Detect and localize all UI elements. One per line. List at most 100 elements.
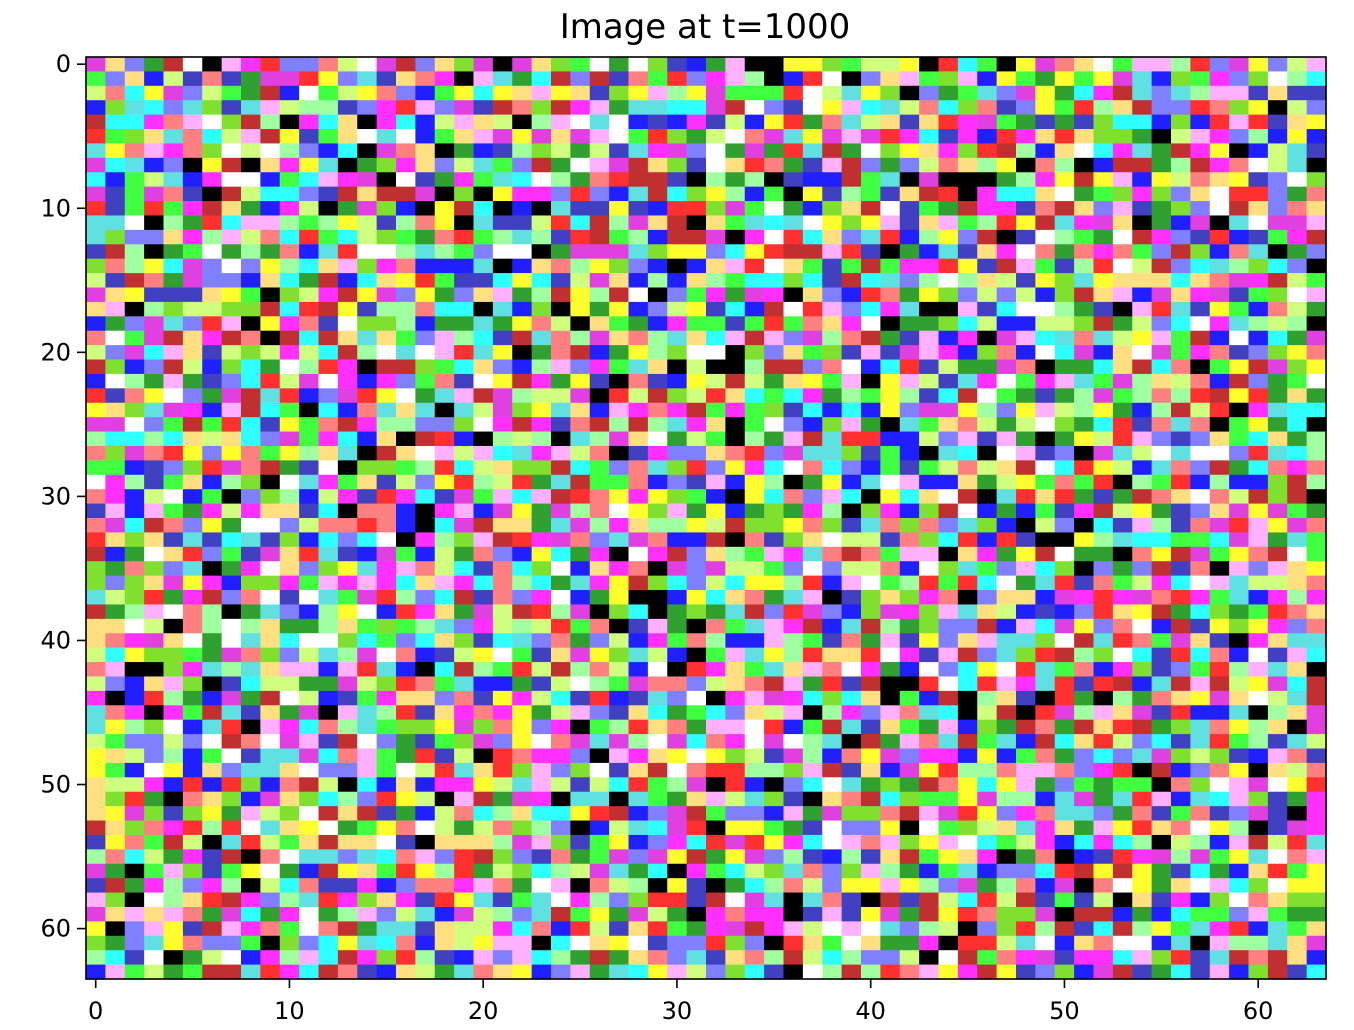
image-pixel: [570, 431, 591, 447]
image-pixel: [822, 662, 843, 678]
image-pixel: [434, 935, 455, 951]
image-pixel: [337, 834, 358, 850]
image-pixel: [1248, 820, 1269, 836]
image-pixel: [628, 662, 649, 678]
image-pixel: [163, 359, 184, 375]
image-pixel: [473, 373, 494, 389]
image-pixel: [1093, 402, 1114, 418]
image-pixel: [221, 690, 242, 706]
image-pixel: [919, 143, 940, 159]
image-pixel: [589, 546, 610, 562]
image-pixel: [124, 244, 145, 260]
image-pixel: [880, 100, 901, 116]
image-pixel: [1267, 215, 1288, 231]
image-pixel: [357, 820, 378, 836]
image-pixel: [163, 762, 184, 778]
image-pixel: [570, 734, 591, 750]
image-pixel: [1132, 705, 1153, 721]
image-pixel: [551, 676, 571, 692]
image-pixel: [647, 431, 668, 447]
image-pixel: [531, 777, 552, 793]
image-pixel: [124, 316, 145, 332]
image-pixel: [802, 301, 823, 317]
image-pixel: [957, 273, 978, 289]
image-pixel: [706, 301, 726, 317]
image-pixel: [396, 719, 416, 735]
image-pixel: [241, 301, 261, 317]
image-pixel: [182, 734, 203, 750]
image-pixel: [1229, 690, 1250, 706]
image-pixel: [241, 71, 261, 87]
image-pixel: [725, 474, 746, 490]
x-tick-label: 10: [274, 997, 305, 1025]
image-pixel: [899, 186, 920, 202]
image-pixel: [124, 892, 145, 908]
image-pixel: [182, 445, 203, 461]
image-pixel: [279, 100, 300, 116]
image-pixel: [182, 273, 203, 289]
image-pixel: [357, 676, 378, 692]
image-pixel: [454, 935, 475, 951]
image-pixel: [86, 806, 106, 822]
image-pixel: [880, 417, 901, 433]
image-pixel: [299, 417, 320, 433]
image-pixel: [124, 172, 145, 188]
image-pixel: [570, 345, 591, 361]
image-pixel: [1151, 445, 1172, 461]
image-pixel: [1035, 316, 1056, 332]
image-pixel: [1190, 100, 1211, 116]
image-pixel: [182, 618, 203, 634]
image-pixel: [706, 647, 726, 663]
image-pixel: [841, 417, 862, 433]
image-pixel: [725, 863, 746, 879]
image-pixel: [376, 604, 397, 620]
image-pixel: [609, 662, 630, 678]
image-pixel: [1074, 215, 1095, 231]
image-pixel: [861, 633, 881, 649]
image-pixel: [221, 921, 242, 937]
image-pixel: [899, 489, 920, 505]
image-pixel: [1248, 964, 1269, 980]
image-pixel: [1306, 373, 1327, 389]
image-pixel: [279, 460, 300, 476]
image-pixel: [957, 114, 978, 130]
image-pixel: [1074, 604, 1095, 620]
image-pixel: [492, 273, 513, 289]
image-pixel: [357, 460, 378, 476]
image-pixel: [996, 114, 1017, 130]
image-pixel: [861, 301, 881, 317]
image-pixel: [802, 172, 823, 188]
image-pixel: [628, 748, 649, 764]
image-pixel: [919, 863, 940, 879]
image-pixel: [1209, 489, 1230, 505]
image-pixel: [919, 647, 940, 663]
image-pixel: [938, 964, 959, 980]
image-pixel: [86, 705, 106, 721]
image-pixel: [570, 201, 591, 217]
image-pixel: [337, 719, 358, 735]
image-pixel: [1112, 935, 1133, 951]
image-pixel: [105, 244, 126, 260]
image-pixel: [938, 201, 959, 217]
image-pixel: [1209, 373, 1230, 389]
image-pixel: [318, 445, 339, 461]
image-pixel: [570, 417, 591, 433]
image-pixel: [861, 445, 881, 461]
image-pixel: [919, 417, 940, 433]
image-pixel: [977, 114, 998, 130]
image-pixel: [473, 806, 494, 822]
image-pixel: [163, 100, 184, 116]
image-pixel: [667, 373, 688, 389]
image-pixel: [802, 647, 823, 663]
image-pixel: [512, 561, 533, 577]
image-pixel: [241, 676, 261, 692]
image-pixel: [1287, 172, 1308, 188]
image-pixel: [376, 935, 397, 951]
image-pixel: [512, 345, 533, 361]
image-pixel: [337, 561, 358, 577]
image-pixel: [1248, 431, 1269, 447]
image-pixel: [609, 330, 630, 346]
image-pixel: [260, 849, 281, 865]
image-pixel: [1151, 604, 1172, 620]
image-pixel: [415, 388, 436, 404]
